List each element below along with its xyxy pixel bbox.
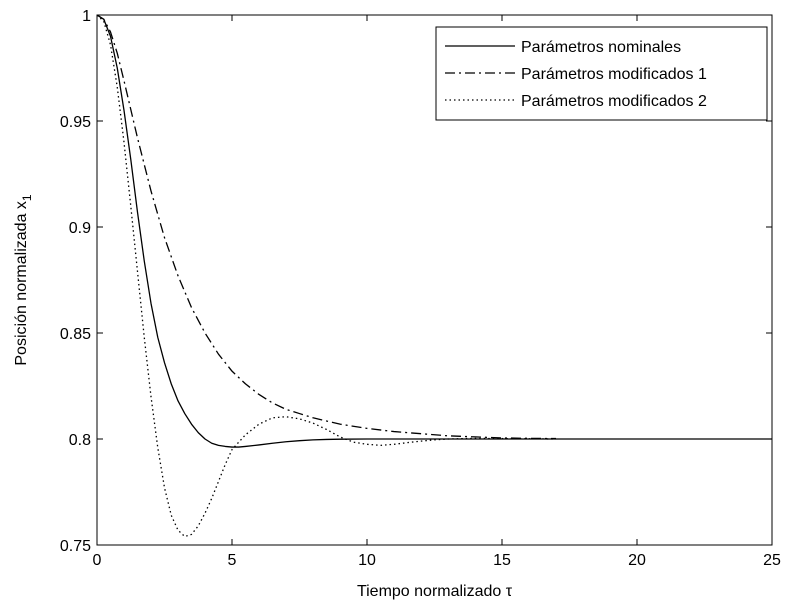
x-tick-label: 0 [93,552,102,569]
series-line-2 [96,14,557,440]
x-tick-label: 15 [493,552,511,569]
y-tick-label: 0.9 [69,220,91,237]
series-line-1 [96,14,772,448]
x-tick-label: 25 [763,552,781,569]
legend: Parámetros nominales Parámetros modificad… [435,26,768,121]
series-lines [96,14,772,538]
x-tick-label: 10 [358,552,376,569]
y-tick-label: 0.85 [60,326,91,343]
legend-label-2: Parámetros modificados 1 [521,66,707,83]
x-axis-label: Tiempo normalizado τ [357,583,513,600]
x-tick-label: 5 [228,552,237,569]
plot-frame [96,14,773,546]
y-tick-label: 0.95 [60,114,91,131]
legend-label-3: Parámetros modificados 2 [521,93,707,110]
legend-label-1: Parámetros nominales [521,39,681,56]
axis-ticks: 0 5 10 15 20 25 0.75 0.8 0.85 0.9 0.95 1 [60,8,781,569]
y-axis-label: Posición normalizada x1 [13,194,34,366]
y-tick-label: 0.75 [60,538,91,555]
y-tick-label: 0.8 [69,432,91,449]
x-tick-label: 20 [628,552,646,569]
y-tick-label: 1 [82,8,91,25]
y-axis-label-subscript: 1 [20,194,34,201]
series-line-3 [96,14,557,538]
y-axis-label-main: Posición normalizada x [13,201,30,366]
